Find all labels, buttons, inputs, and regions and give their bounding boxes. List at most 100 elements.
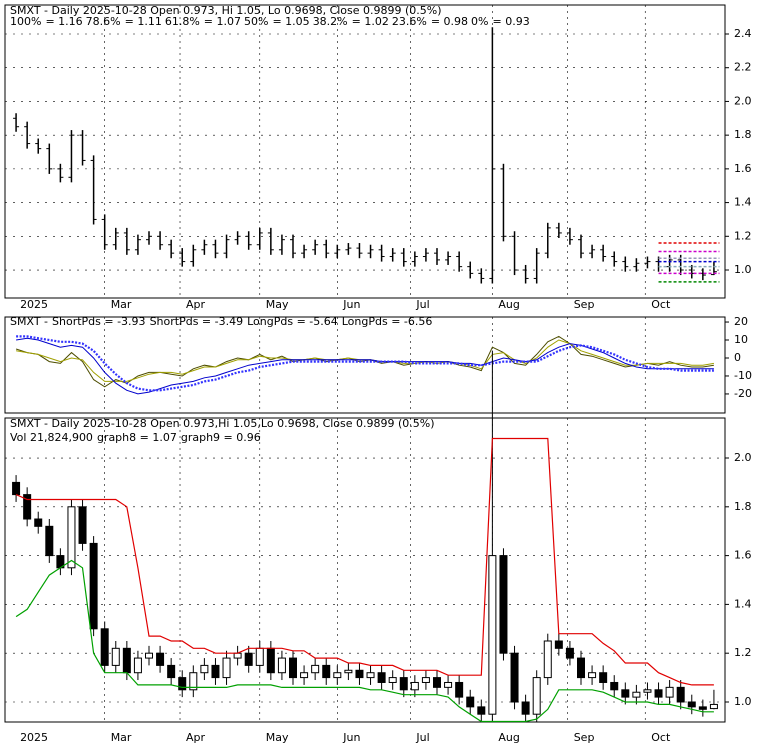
candle-body: [433, 677, 441, 688]
y-tick-label: 2.0: [734, 451, 752, 464]
candle-panel-frame: [4, 417, 726, 723]
fib-legend-value: = 1.05: [272, 15, 309, 28]
fib-legend-value: = 0.93: [492, 15, 529, 28]
fib-legend-value: = 1.11: [125, 15, 162, 28]
candle-body: [266, 647, 275, 674]
candle-body: [322, 664, 331, 679]
candle-body: [532, 677, 541, 715]
candle-body: [410, 681, 419, 691]
candle-body: [133, 657, 142, 674]
candle-body: [156, 652, 165, 666]
candle-body: [676, 686, 685, 703]
fib-legend-name: 0%: [471, 15, 488, 28]
candle-body: [311, 664, 320, 674]
x-tick-label: May: [266, 298, 289, 311]
candle-body: [233, 652, 242, 659]
y-tick-label: 2.0: [734, 94, 752, 107]
fib-legend-name: 38.2%: [313, 15, 348, 28]
candle-body: [388, 677, 397, 683]
fib-legend-name: 50%: [244, 15, 268, 28]
y-tick-label: 1.8: [734, 128, 752, 141]
signal-line: [15, 559, 714, 723]
candle-body: [89, 542, 98, 630]
price-panel-frame: [4, 4, 726, 299]
x-tick-label: Sep: [574, 298, 595, 311]
legend-entry: ShortPds = -3.93: [52, 315, 146, 328]
x-tick-label: 2025: [20, 298, 48, 311]
y-tick-label: 1.4: [734, 597, 752, 610]
legend-entry: LongPds = -6.56: [342, 315, 433, 328]
candle-body: [521, 701, 530, 715]
y-tick-label: 2.2: [734, 61, 752, 74]
candle-body: [78, 506, 87, 544]
x-tick-label: Apr: [186, 731, 206, 744]
x-tick-label: Oct: [651, 731, 671, 744]
candle-body: [355, 669, 364, 679]
candle-body: [200, 664, 209, 674]
y-tick-label: -20: [734, 387, 752, 400]
fib-legend-name: 78.6%: [86, 15, 121, 28]
legend-entry: ShortPds = -3.49: [150, 315, 244, 328]
candle-body: [111, 647, 120, 666]
y-tick-label: 20: [734, 315, 748, 328]
y-tick-label: 10: [734, 333, 748, 346]
x-tick-label: Jul: [415, 298, 429, 311]
fib-legend-value: = 1.16: [45, 15, 82, 28]
candle-body: [145, 652, 153, 659]
candle-body: [543, 640, 552, 679]
candle-body: [399, 677, 408, 691]
candle-body: [12, 481, 21, 496]
candle-body: [621, 689, 630, 698]
y-tick-label: 1.6: [734, 162, 752, 175]
candle-body: [244, 652, 253, 666]
candle-body: [554, 640, 563, 649]
fib-legend-name: 23.6%: [392, 15, 427, 28]
candle-body: [289, 657, 297, 679]
candle-body: [632, 691, 641, 698]
candle-body: [477, 706, 486, 715]
candle-body: [421, 677, 430, 683]
y-tick-label: 1.2: [734, 646, 752, 659]
y-tick-label: 1.0: [734, 263, 752, 276]
y-tick-label: 1.4: [734, 196, 752, 209]
x-tick-label: Apr: [186, 298, 206, 311]
candle-body: [499, 555, 508, 654]
x-tick-label: Oct: [651, 298, 671, 311]
y-tick-label: 0: [734, 351, 741, 364]
candle-body: [255, 647, 264, 666]
x-tick-label: Sep: [574, 731, 595, 744]
candle-body: [599, 672, 608, 683]
y-tick-label: 1.0: [734, 695, 752, 708]
candle-body: [100, 628, 109, 666]
y-tick-label: 1.8: [734, 500, 752, 513]
x-tick-label: Jul: [415, 731, 429, 744]
candle-body: [654, 689, 663, 698]
y-tick-label: -10: [734, 369, 752, 382]
candle-body: [366, 672, 375, 679]
candle-body: [687, 701, 696, 708]
candle-body: [333, 672, 342, 679]
candle-body: [67, 506, 76, 569]
candle-body: [665, 686, 674, 698]
x-tick-label: 2025: [20, 731, 48, 744]
fib-legend-name: 100%: [10, 15, 41, 28]
candle-body: [34, 518, 43, 527]
candle-body: [455, 681, 464, 698]
panel-title: SMXT -: [10, 315, 48, 328]
candle-body: [444, 681, 453, 688]
candle-body: [698, 706, 707, 710]
candle-body: [277, 657, 286, 674]
x-tick-label: May: [266, 731, 289, 744]
panel-title: SMXT - Daily 2025-10-28 Open 0.973, Hi 1…: [10, 4, 442, 17]
signal-line: [15, 437, 714, 686]
legend-entry: graph8 = 1.07: [97, 431, 177, 444]
candle-body: [577, 657, 585, 679]
candle-body: [344, 669, 353, 674]
candle-body: [222, 657, 231, 679]
candle-body: [189, 672, 198, 691]
candle-body: [122, 647, 131, 674]
candle-body: [211, 664, 220, 679]
oscillator-line: [16, 335, 714, 392]
x-tick-label: Mar: [111, 298, 132, 311]
